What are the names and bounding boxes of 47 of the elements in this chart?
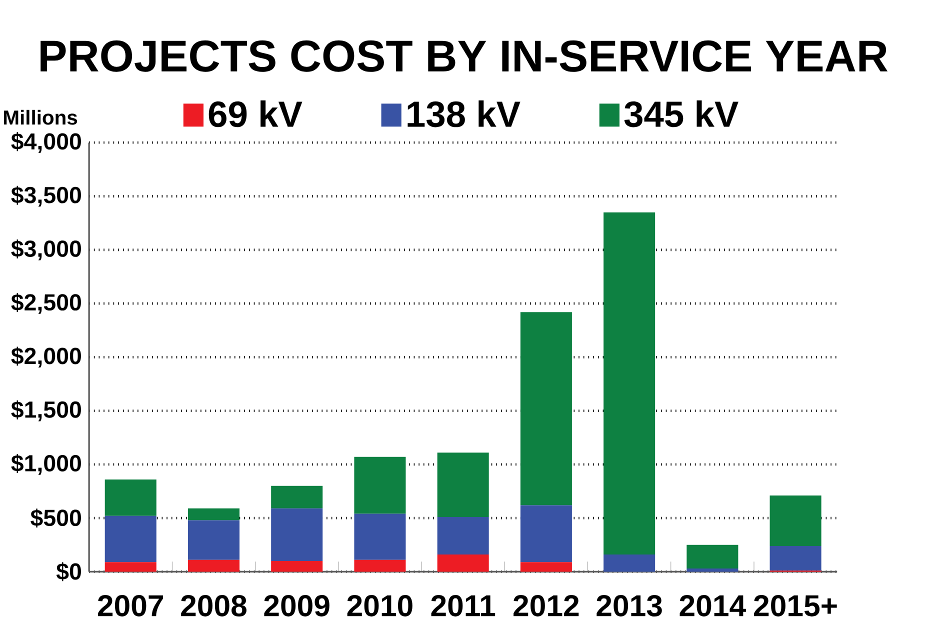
bar — [604, 554, 656, 572]
bar — [354, 457, 406, 514]
bar — [188, 508, 240, 520]
bar — [271, 561, 323, 572]
x-tick-label: 2014 — [680, 595, 746, 617]
y-tick-label: $4,000 — [11, 132, 81, 154]
bar — [437, 554, 489, 572]
legend-label: 138 kV — [408, 100, 520, 128]
y-tick-label: $500 — [30, 508, 81, 528]
bar — [104, 562, 156, 572]
bar — [686, 568, 738, 572]
x-tick-label: 2015+ — [754, 595, 837, 617]
bar — [686, 545, 738, 569]
y-tick-label: $3,500 — [11, 186, 81, 207]
bar — [520, 505, 572, 562]
y-tick-label: $2,000 — [11, 346, 81, 368]
legend-label: 345 kV — [624, 100, 738, 128]
y-tick-label: $0 — [56, 562, 81, 582]
bar — [104, 480, 156, 516]
text: Millions — [4, 110, 78, 125]
bar — [770, 546, 822, 571]
bar — [520, 562, 572, 572]
bar — [271, 486, 323, 509]
bar — [604, 212, 656, 555]
x-tick-label: 2011 — [431, 595, 496, 617]
y-tick-label: $1,500 — [11, 400, 81, 422]
x-tick-label: 2010 — [347, 595, 412, 617]
x-tick-label: 2008 — [181, 595, 246, 617]
legend-label: 69 kV — [208, 100, 302, 128]
bar — [104, 516, 156, 562]
y-tick-label: $3,000 — [11, 240, 81, 260]
bar — [437, 452, 489, 518]
x-tick-label: 2012 — [514, 595, 579, 617]
x-tick-label: 2009 — [264, 595, 330, 617]
bar — [437, 517, 489, 555]
bar — [520, 312, 572, 506]
bar — [354, 560, 406, 572]
bar — [188, 560, 240, 572]
bar — [188, 520, 240, 560]
bar — [271, 508, 323, 562]
bar — [770, 496, 822, 546]
x-tick-label: 2013 — [596, 595, 662, 617]
y-tick-label: $2,500 — [11, 293, 81, 314]
bar — [354, 514, 406, 560]
x-tick-label: 2007 — [98, 595, 163, 617]
y-tick-label: $1,000 — [11, 454, 81, 475]
chart-title: PROJECTS COST BY IN-SERVICE YEAR — [40, 40, 888, 72]
